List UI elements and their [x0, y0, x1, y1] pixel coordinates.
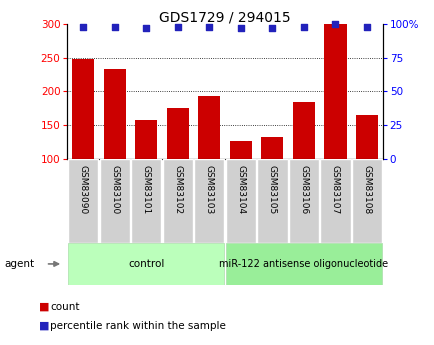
Point: [363, 24, 370, 30]
Point: [205, 24, 212, 30]
Point: [79, 24, 86, 30]
FancyBboxPatch shape: [319, 159, 350, 243]
Text: GSM83102: GSM83102: [173, 165, 182, 214]
Text: ■: ■: [39, 321, 49, 331]
Text: ■: ■: [39, 302, 49, 312]
Text: agent: agent: [4, 259, 34, 269]
Bar: [229, 141, 251, 226]
Bar: [166, 108, 188, 226]
Text: GSM83101: GSM83101: [141, 165, 151, 214]
Text: miR-122 antisense oligonucleotide: miR-122 antisense oligonucleotide: [219, 259, 388, 269]
FancyBboxPatch shape: [131, 159, 161, 243]
FancyBboxPatch shape: [225, 159, 256, 243]
Text: GSM83105: GSM83105: [267, 165, 276, 214]
Point: [300, 24, 307, 30]
Text: GSM83104: GSM83104: [236, 165, 245, 214]
FancyBboxPatch shape: [194, 159, 224, 243]
FancyBboxPatch shape: [256, 159, 287, 243]
FancyBboxPatch shape: [288, 159, 319, 243]
Point: [268, 26, 275, 31]
FancyBboxPatch shape: [162, 159, 193, 243]
Bar: [324, 24, 346, 226]
Bar: [103, 69, 125, 226]
Bar: [135, 120, 157, 226]
Text: count: count: [50, 302, 79, 312]
FancyBboxPatch shape: [99, 159, 130, 243]
Point: [142, 26, 149, 31]
Text: GSM83090: GSM83090: [79, 165, 88, 214]
Text: GSM83108: GSM83108: [362, 165, 371, 214]
Text: GSM83103: GSM83103: [204, 165, 214, 214]
Text: GSM83107: GSM83107: [330, 165, 339, 214]
FancyBboxPatch shape: [225, 243, 381, 285]
Text: GDS1729 / 294015: GDS1729 / 294015: [159, 10, 290, 24]
Point: [331, 21, 338, 27]
FancyBboxPatch shape: [68, 243, 224, 285]
Point: [174, 24, 181, 30]
Text: percentile rank within the sample: percentile rank within the sample: [50, 321, 225, 331]
Text: GSM83100: GSM83100: [110, 165, 119, 214]
Bar: [72, 59, 94, 226]
Bar: [261, 137, 283, 226]
Bar: [355, 115, 377, 226]
FancyBboxPatch shape: [68, 159, 98, 243]
FancyBboxPatch shape: [351, 159, 381, 243]
Bar: [198, 96, 220, 226]
Bar: [292, 102, 314, 226]
Text: GSM83106: GSM83106: [299, 165, 308, 214]
Point: [111, 24, 118, 30]
Point: [237, 26, 244, 31]
Text: control: control: [128, 259, 164, 269]
